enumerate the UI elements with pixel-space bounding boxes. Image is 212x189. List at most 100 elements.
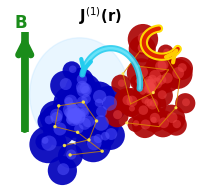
Point [146, 80, 150, 83]
Point [43, 139, 47, 142]
Point [42, 140, 46, 143]
Point [70, 117, 73, 120]
Point [181, 66, 184, 69]
Point [73, 115, 76, 118]
Point [119, 83, 123, 86]
Point [103, 135, 107, 138]
Point [149, 88, 153, 91]
Point [140, 71, 143, 74]
Point [69, 107, 73, 110]
Point [99, 123, 102, 126]
Point [147, 101, 150, 104]
Point [82, 124, 85, 127]
Point [130, 100, 134, 103]
Point [82, 88, 85, 91]
Point [149, 87, 152, 90]
Point [149, 87, 152, 90]
Point [150, 103, 153, 106]
Point [165, 77, 168, 81]
Point [148, 88, 151, 91]
Point [67, 120, 71, 123]
Point [99, 111, 102, 114]
Point [96, 103, 100, 106]
Point [70, 69, 74, 72]
Point [161, 64, 165, 67]
Point [180, 67, 183, 70]
Point [148, 84, 152, 88]
Point [144, 123, 147, 126]
Point [170, 117, 173, 120]
Point [152, 118, 155, 121]
Point [74, 120, 78, 123]
Point [72, 115, 75, 119]
Point [58, 127, 62, 130]
Point [73, 114, 76, 117]
Point [149, 91, 152, 94]
Point [72, 116, 75, 119]
Point [146, 89, 149, 92]
Point [73, 114, 76, 117]
Point [109, 134, 112, 137]
Point [71, 115, 74, 118]
Point [163, 53, 166, 56]
Point [68, 114, 71, 117]
Point [71, 110, 74, 113]
Point [107, 103, 110, 106]
Point [55, 114, 58, 117]
Point [165, 50, 168, 53]
Point [159, 65, 163, 68]
Point [145, 84, 148, 87]
Point [97, 96, 100, 99]
Point [126, 99, 129, 102]
Ellipse shape [30, 38, 130, 151]
Point [141, 110, 144, 113]
Point [134, 122, 138, 125]
Point [140, 91, 144, 94]
Point [83, 90, 87, 93]
Point [54, 118, 57, 121]
Point [151, 119, 155, 122]
Point [69, 154, 72, 157]
Point [137, 65, 140, 68]
Point [74, 112, 77, 115]
Text: B: B [15, 14, 27, 32]
Point [155, 82, 159, 85]
Point [72, 116, 75, 119]
Point [95, 119, 98, 122]
Point [47, 119, 51, 122]
Point [148, 82, 151, 85]
Point [120, 82, 123, 85]
Point [151, 103, 154, 106]
Point [98, 95, 101, 98]
Point [170, 116, 174, 119]
Point [149, 84, 152, 87]
Point [55, 116, 58, 119]
Point [54, 115, 57, 118]
Point [153, 116, 157, 119]
Point [63, 84, 67, 87]
Point [64, 83, 67, 86]
Point [149, 86, 152, 89]
Point [147, 88, 151, 91]
Point [130, 107, 134, 110]
Point [47, 142, 51, 145]
Point [73, 114, 77, 117]
Point [184, 102, 187, 105]
Point [72, 116, 76, 119]
Point [83, 87, 86, 90]
Point [77, 115, 80, 118]
Point [74, 114, 77, 117]
Point [149, 86, 152, 89]
Point [46, 120, 50, 123]
Point [73, 115, 76, 118]
Point [79, 110, 82, 113]
Point [148, 87, 151, 90]
Point [110, 132, 113, 136]
Point [148, 87, 151, 90]
Point [73, 115, 76, 118]
Point [130, 101, 133, 104]
Point [143, 124, 146, 127]
Point [149, 86, 152, 89]
Point [80, 102, 83, 105]
Point [164, 51, 167, 54]
